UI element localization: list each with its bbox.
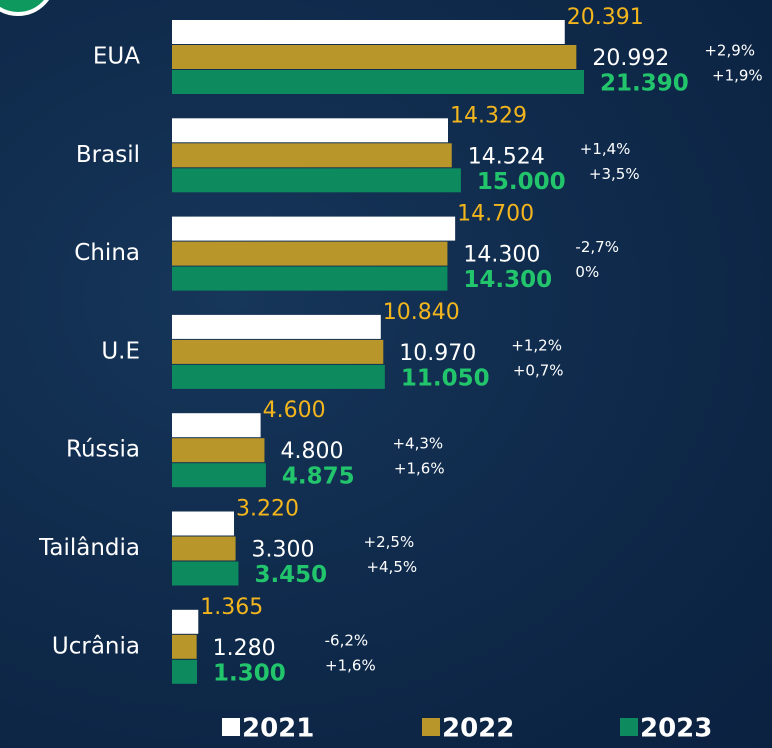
change-label: +1,4% [580,140,631,158]
bar [172,438,265,463]
bar [172,536,236,561]
bar [172,20,565,44]
value-label: 20.391 [567,5,644,30]
value-label: 15.000 [477,169,566,195]
change-label: +2,9% [704,42,755,60]
change-label: +3,5% [589,165,640,183]
value-label: 14.329 [450,103,527,128]
category-label: China [74,240,140,266]
change-label: +4,5% [366,558,417,576]
bar [172,314,381,339]
category-label: Ucrânia [52,633,140,659]
category-label: EUA [93,44,140,70]
change-label: -2,7% [575,238,619,256]
bar [172,511,235,536]
bar [172,413,261,438]
category-label: Brasil [76,142,140,168]
value-label: 14.300 [463,267,552,293]
bar [172,266,448,291]
change-label: +1,2% [511,336,562,354]
bar [172,70,584,94]
legend-swatch [422,718,440,736]
bar [172,561,239,586]
bar [172,339,384,364]
legend-label: 2021 [242,714,314,744]
category-label: Tailândia [38,535,140,561]
change-label: +1,6% [394,460,445,478]
legend-swatch [222,718,240,736]
value-label: 3.220 [236,497,299,522]
value-label: 21.390 [600,71,689,97]
value-label: 14.524 [468,144,545,169]
value-label: 1.280 [213,636,276,661]
value-label: 3.300 [252,538,315,563]
value-label: 14.300 [463,243,540,268]
legend-swatch [620,718,638,736]
change-label: +1,9% [712,67,763,85]
value-label: 10.970 [399,341,476,366]
legend-label: 2022 [442,714,514,744]
legend-label: 2023 [640,714,712,744]
bar [172,634,197,659]
value-label: 14.700 [457,202,534,227]
value-label: 4.800 [280,439,343,464]
value-label: 4.875 [282,464,355,490]
change-label: -6,2% [325,631,369,649]
bar [172,45,577,69]
bar [172,118,448,143]
value-label: 1.365 [200,595,263,620]
change-label: +4,3% [392,435,443,453]
change-label: +2,5% [364,533,415,551]
logo-circle [0,0,49,16]
bar [172,168,461,193]
change-label: 0% [575,263,599,281]
category-label: U.E [101,338,140,364]
value-label: 4.600 [263,398,326,423]
bar [172,463,266,488]
category-label: Rússia [66,437,140,463]
bar [172,241,448,266]
bar [172,609,199,634]
value-label: 20.992 [592,46,669,71]
change-label: +0,7% [513,361,564,379]
value-label: 3.450 [254,562,327,588]
bar [172,364,385,389]
bar [172,659,198,684]
value-label: 11.050 [401,365,490,391]
value-label: 1.300 [213,660,286,686]
bar [172,216,456,241]
change-label: +1,6% [325,656,376,674]
bar [172,143,452,168]
value-label: 10.840 [383,300,460,325]
